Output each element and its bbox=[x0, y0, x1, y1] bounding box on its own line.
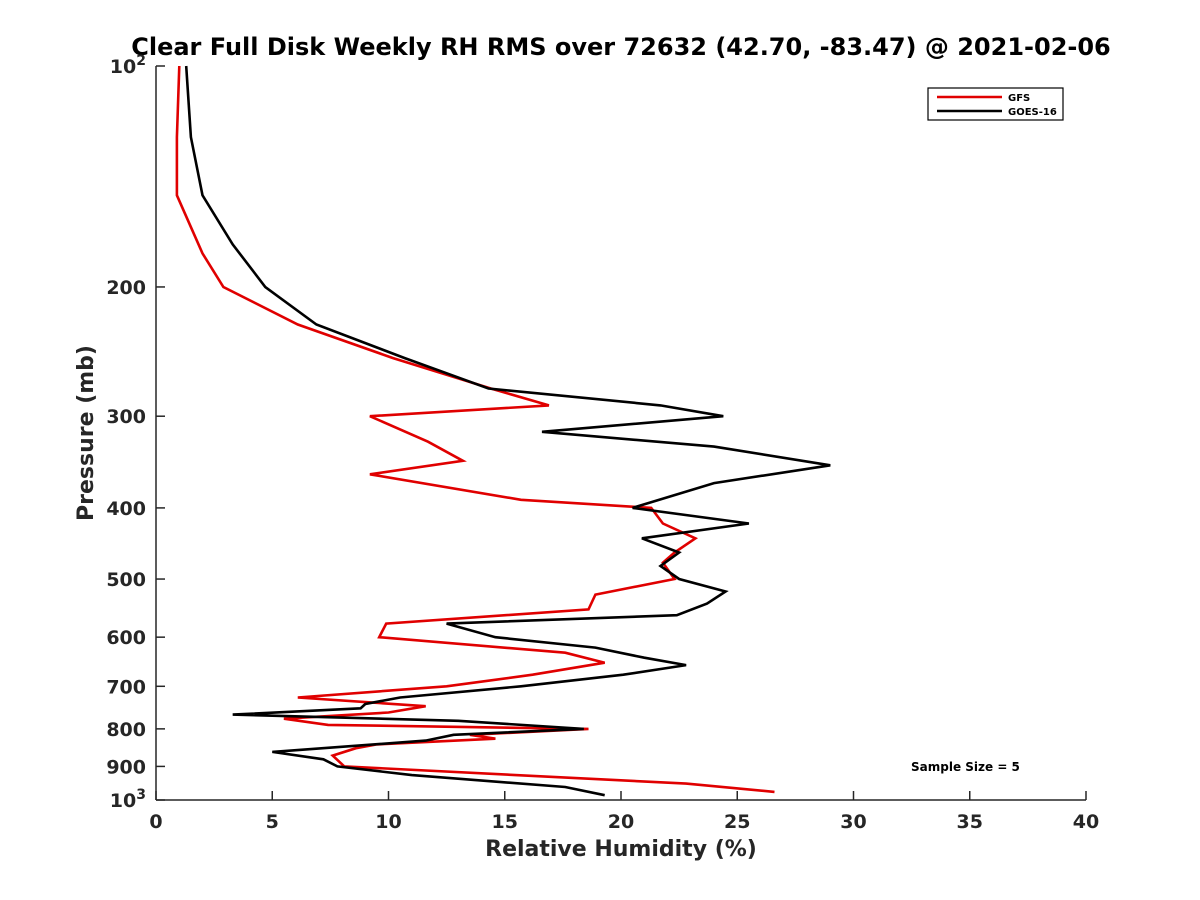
x-tick-label: 15 bbox=[492, 811, 518, 833]
y-tick-label: 102 bbox=[110, 53, 146, 78]
legend-box bbox=[927, 87, 1064, 121]
y-tick-label: 600 bbox=[106, 627, 146, 649]
x-tick-label: 0 bbox=[149, 811, 162, 833]
legend-label-goes16: GOES-16 bbox=[1008, 107, 1057, 118]
y-ticks: 102 200 300 400 500 600 700 800 900 103 bbox=[106, 53, 165, 812]
x-tick-label: 30 bbox=[840, 811, 866, 833]
x-tick-label: 10 bbox=[375, 811, 401, 833]
y-tick-label: 900 bbox=[106, 756, 146, 778]
x-tick-label: 5 bbox=[266, 811, 279, 833]
plot-area bbox=[156, 66, 1086, 800]
x-tick-label: 40 bbox=[1073, 811, 1099, 833]
y-tick-label: 800 bbox=[106, 719, 146, 741]
x-tick-label: 20 bbox=[608, 811, 634, 833]
y-tick-label: 200 bbox=[106, 277, 146, 299]
y-tick-label: 400 bbox=[106, 498, 146, 520]
y-tick-label: 103 bbox=[110, 787, 146, 812]
legend-label-gfs: GFS bbox=[1008, 93, 1030, 104]
series-lines bbox=[175, 65, 831, 797]
y-tick-label: 300 bbox=[106, 406, 146, 428]
y-tick-label: 700 bbox=[106, 676, 146, 698]
y-axis-label: Pressure (mb) bbox=[74, 345, 99, 521]
series-line-goes16 bbox=[184, 65, 831, 797]
y-tick-label: 500 bbox=[106, 569, 146, 591]
x-tick-label: 35 bbox=[957, 811, 983, 833]
chart-title: Clear Full Disk Weekly RH RMS over 72632… bbox=[131, 33, 1111, 61]
sample-size-annotation: Sample Size = 5 bbox=[911, 760, 1020, 774]
x-axis-label: Relative Humidity (%) bbox=[485, 837, 757, 862]
x-ticks: 0 5 10 15 20 25 30 35 40 bbox=[149, 791, 1099, 833]
legend: GFS GOES-16 bbox=[927, 87, 1064, 121]
x-tick-label: 25 bbox=[724, 811, 750, 833]
